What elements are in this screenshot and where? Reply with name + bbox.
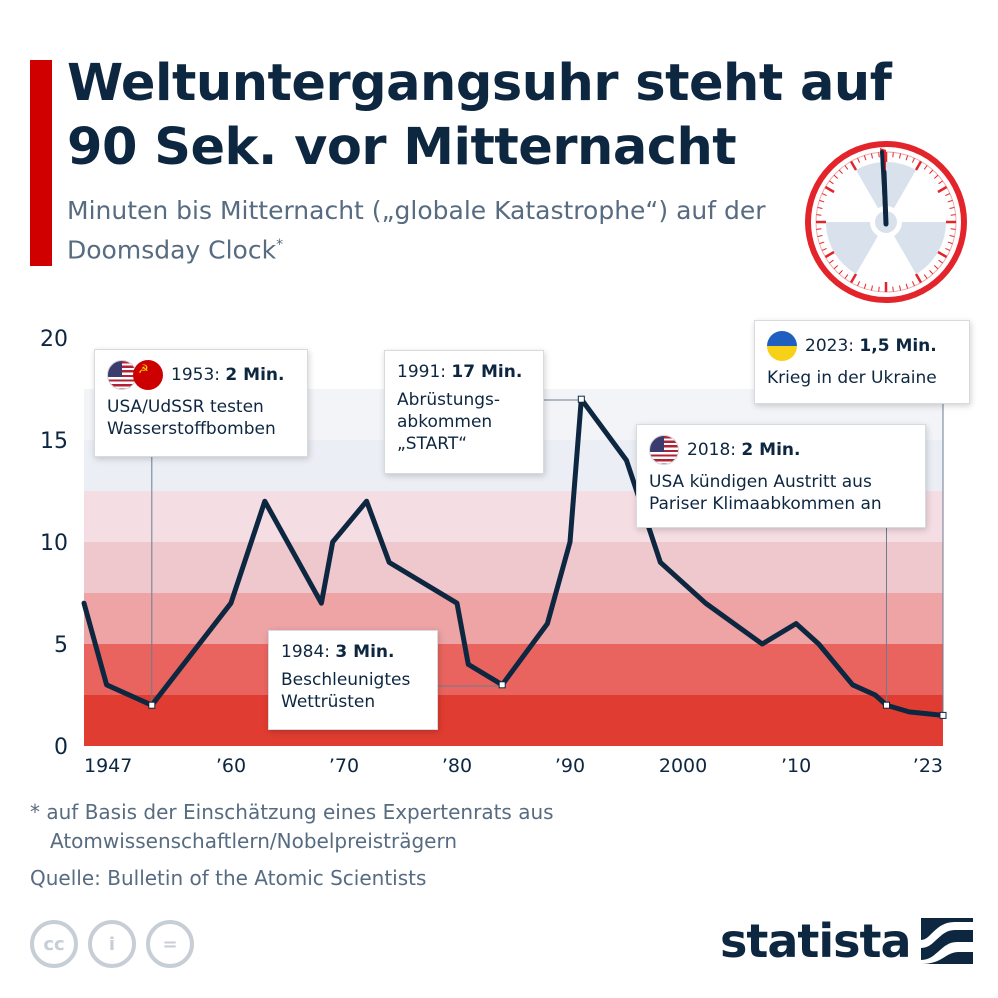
callout-heading: 1984: 3 Min.: [281, 641, 394, 663]
y-tick-label: 20: [40, 327, 68, 352]
callout-value: 2 Min.: [225, 365, 285, 385]
callout-value: 17 Min.: [451, 362, 523, 382]
accent-bar: [30, 60, 52, 266]
attribution-icon[interactable]: i: [88, 920, 136, 968]
annotation-point: [939, 711, 947, 719]
annotation-points: [148, 395, 947, 719]
callout-heading: 1991: 17 Min.: [397, 361, 522, 383]
x-tick-label: ’80: [442, 755, 472, 777]
callout-text-line: Wasserstoffbomben: [107, 419, 276, 439]
x-tick-label: ’90: [555, 755, 585, 777]
callout-text-line: Abrüstungs-: [397, 390, 501, 410]
callout-text-line: Pariser Klimaabkommen an: [649, 494, 882, 514]
callout-value: 2 Min.: [741, 440, 801, 460]
callout-value: 3 Min.: [335, 642, 395, 662]
callout-1991: 1991: 17 Min. Abrüstungs-abkommen „START“: [384, 350, 544, 474]
footnote-line-2: Atomwissenschaftlern/Nobelpreisträgern: [50, 829, 458, 853]
callout-text-line: Wettrüsten: [281, 692, 376, 712]
series-line-minutes: [81, 396, 946, 718]
callout-value: 1,5 Min.: [859, 336, 937, 356]
callout-2018: 2018: 2 Min. USA kündigen Austritt aus Par…: [636, 424, 926, 528]
band-2: [84, 593, 943, 644]
callout-text-line: USA/UdSSR testen: [107, 397, 264, 417]
flag-us-icon: [649, 435, 679, 465]
callout-heading: 1953: 2 Min.: [171, 364, 284, 386]
license-icons: cc i =: [30, 920, 194, 968]
x-tick-label: ’23: [913, 755, 943, 777]
y-tick-label: 5: [54, 633, 68, 658]
flag-ussr-icon: [133, 360, 163, 390]
callout-head: 2023: 1,5 Min.: [767, 331, 957, 361]
x-tick-label: ’60: [216, 755, 246, 777]
callout-text-line: USA kündigen Austritt aus: [649, 472, 872, 492]
band-0: [84, 695, 943, 746]
x-axis-ticks: 1947 ’60 ’70 ’80 ’90 2000 ’10 ’23: [84, 755, 943, 777]
callout-year: 2023:: [805, 336, 860, 356]
y-tick-label: 15: [40, 429, 68, 454]
callout-head: 1991: 17 Min.: [397, 361, 531, 383]
callout-1984: 1984: 3 Min. Beschleunigtes Wettrüsten: [268, 630, 438, 730]
annotation-point: [577, 395, 585, 403]
annotation-point: [498, 681, 506, 689]
flag-us-icon: [107, 360, 137, 390]
statista-brand[interactable]: statista: [720, 914, 973, 968]
callout-heading: 2018: 2 Min.: [687, 439, 800, 461]
y-tick-label: 0: [54, 735, 68, 760]
band-3: [84, 542, 943, 593]
brand-name: statista: [720, 914, 912, 968]
page-subtitle: Minuten bis Mitternacht („globale Katast…: [67, 194, 807, 267]
x-tick-label: 1947: [84, 755, 132, 777]
callout-head: 1984: 3 Min.: [281, 641, 425, 663]
callout-year: 2018:: [687, 440, 742, 460]
creative-commons-icon[interactable]: cc: [30, 920, 78, 968]
callout-year: 1984:: [281, 642, 336, 662]
doomsday-clock-icon: [805, 141, 967, 303]
footnote-line-1: * auf Basis der Einschätzung eines Exper…: [30, 800, 554, 824]
flag-ua-icon: [767, 331, 797, 361]
callout-head: 1953: 2 Min.: [107, 360, 295, 390]
callout-heading: 2023: 1,5 Min.: [805, 335, 937, 357]
callout-year: 1991:: [397, 362, 452, 382]
subtitle-text: Minuten bis Mitternacht („globale Katast…: [67, 196, 766, 265]
callout-text-line: Beschleunigtes: [281, 670, 411, 690]
callout-2023: 2023: 1,5 Min. Krieg in der Ukraine: [754, 320, 970, 404]
y-axis-ticks: 0 5 10 15 20: [40, 327, 68, 760]
callout-head: 2018: 2 Min.: [649, 435, 913, 465]
x-tick-label: ’70: [329, 755, 359, 777]
x-tick-label: ’10: [781, 755, 811, 777]
annotation-point: [148, 701, 156, 709]
callout-1953: 1953: 2 Min. USA/UdSSR testenWasserstoffb…: [94, 349, 308, 457]
statista-logo-icon: [920, 918, 973, 964]
callout-text-line: abkommen: [397, 412, 493, 432]
no-derivatives-icon[interactable]: =: [146, 920, 194, 968]
subtitle-footnote-mark: *: [276, 237, 284, 253]
page-title: Weltuntergangsuhr steht auf 90 Sek. vor …: [67, 54, 892, 177]
callout-text-line: „START“: [397, 434, 468, 454]
y-tick-label: 10: [40, 531, 68, 556]
annotation-point: [882, 701, 890, 709]
callout-year: 1953:: [171, 365, 226, 385]
callout-text-line: Krieg in der Ukraine: [767, 368, 937, 388]
x-tick-label: 2000: [659, 755, 707, 777]
source-text: Quelle: Bulletin of the Atomic Scientist…: [30, 866, 427, 890]
footnote: * auf Basis der Einschätzung eines Exper…: [30, 798, 730, 856]
